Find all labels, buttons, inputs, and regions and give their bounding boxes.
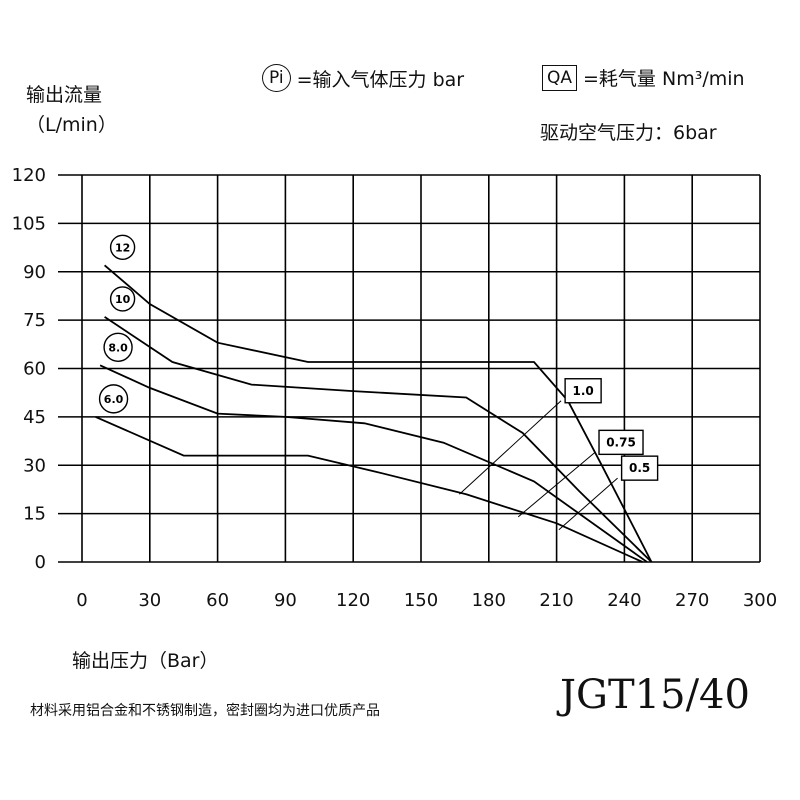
consumption-label-qa-0.75: 0.75: [606, 435, 636, 449]
consumption-line-1.0: [459, 400, 562, 495]
consumption-label-box: [598, 429, 644, 456]
y-axis-unit: （L/min）: [26, 114, 117, 136]
model-number: JGT15/40: [560, 672, 750, 718]
y-tick-label: 75: [23, 310, 46, 331]
x-tick-label: 270: [675, 590, 709, 611]
pi-legend-text: =输入气体压力 bar: [296, 68, 465, 91]
consumption-line-0.75: [517, 452, 596, 518]
x-tick-label: 210: [539, 590, 573, 611]
y-tick-label: 15: [23, 504, 46, 525]
curve-label-circle: [109, 286, 136, 312]
consumption-label-qa-0.5: 0.5: [629, 461, 650, 475]
pi-symbol: Pi: [262, 64, 291, 92]
x-tick-label: 60: [206, 590, 229, 611]
qa-symbol: QA: [542, 64, 578, 91]
consumption-line-0.5: [558, 477, 618, 531]
curve-label-pi-8.0: 8.0: [108, 341, 128, 354]
x-tick-label: 90: [274, 590, 297, 611]
y-tick-label: 105: [12, 213, 46, 234]
y-tick-label: 120: [12, 165, 46, 186]
x-tick-label: 0: [76, 590, 87, 611]
legend-input-pressure: Pi =输入气体压力 bar: [262, 64, 464, 92]
curve-pi-8.0: [99, 364, 648, 563]
curve-label-circle: [109, 234, 136, 261]
curve-pi-6.0: [95, 416, 643, 563]
curve-pi-10: [104, 316, 653, 563]
x-tick-label: 150: [404, 590, 438, 611]
curve-label-pi-10: 10: [115, 293, 131, 306]
curve-pi-12: [104, 264, 653, 563]
curve-label-circle: [98, 384, 129, 414]
x-tick-label: 30: [138, 590, 161, 611]
y-tick-label: 60: [23, 359, 46, 380]
x-tick-label: 120: [336, 590, 370, 611]
consumption-label-qa-1.0: 1.0: [572, 384, 593, 398]
y-tick-label: 30: [23, 455, 46, 476]
legend-air-consumption: QA =耗气量 Nm³/min: [542, 64, 745, 91]
consumption-label-box: [620, 455, 659, 481]
qa-legend-text: =耗气量 Nm³/min: [583, 68, 745, 90]
y-tick-label: 90: [23, 262, 46, 283]
drive-pressure-label: 驱动空气压力：6bar: [540, 122, 717, 144]
y-tick-label: 45: [23, 407, 46, 428]
y-axis-title: 输出流量: [26, 84, 103, 106]
curve-label-circle: [103, 332, 133, 362]
curve-label-pi-6.0: 6.0: [104, 393, 124, 406]
material-note: 材料采用铝合金和不锈钢制造，密封圈均为进口优质产品: [30, 703, 380, 719]
x-tick-label: 180: [472, 590, 506, 611]
x-axis-title: 输出压力（Bar）: [72, 650, 219, 672]
consumption-label-box: [564, 378, 602, 404]
x-tick-label: 300: [743, 590, 777, 611]
curve-label-pi-12: 12: [115, 241, 130, 254]
x-tick-label: 240: [607, 590, 641, 611]
y-tick-label: 0: [35, 552, 46, 573]
y-axis-title-block: 输出流量 （L/min）: [26, 80, 117, 140]
